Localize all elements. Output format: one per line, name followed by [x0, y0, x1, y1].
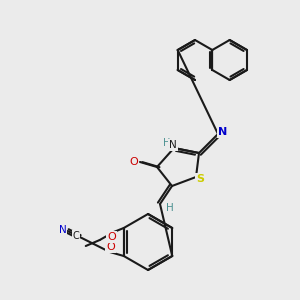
Text: O: O — [107, 232, 116, 242]
Text: O: O — [130, 157, 138, 167]
Text: N: N — [169, 140, 177, 150]
Text: H: H — [163, 138, 171, 148]
Text: O: O — [106, 242, 115, 252]
Text: S: S — [196, 174, 204, 184]
Text: H: H — [166, 203, 174, 213]
Text: N: N — [218, 127, 228, 137]
Text: C: C — [72, 231, 79, 241]
Text: N: N — [59, 225, 67, 235]
